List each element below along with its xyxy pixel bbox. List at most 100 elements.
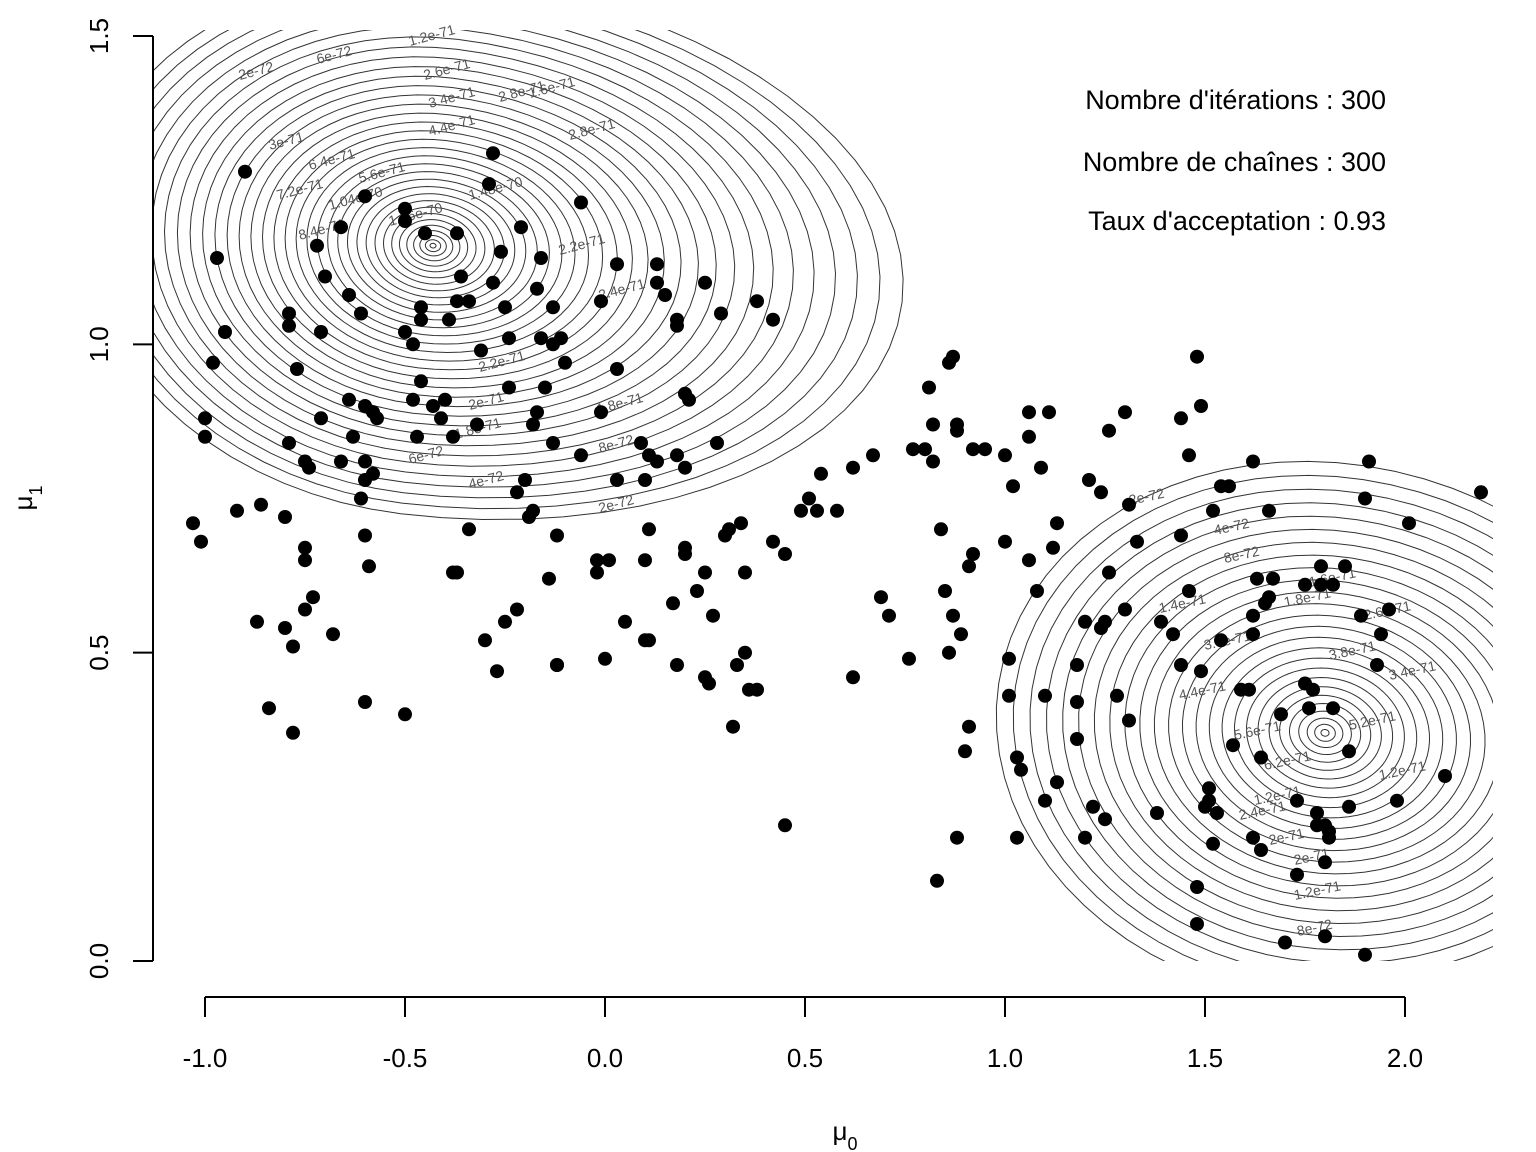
data-point [1374,627,1388,642]
contour-ring-upper [316,155,563,337]
data-point [550,528,564,543]
data-point [926,417,940,432]
data-point [1094,485,1108,500]
data-point [602,553,616,568]
contour-ring-upper [273,121,618,371]
data-point [454,269,468,284]
x-axis-title: μ0 [833,1116,858,1152]
data-point [298,602,312,617]
contour-ring-lower [1062,515,1493,951]
data-point [406,392,420,407]
data-point [450,226,464,241]
data-point [238,164,252,179]
data-point [358,528,372,543]
contour-label: 5.6e-71 [1232,717,1282,743]
data-point [958,744,972,759]
data-point [1206,836,1220,851]
contour-ring-lower [1257,676,1394,789]
data-point [282,306,296,321]
data-point [882,608,896,623]
data-point [302,460,316,475]
y-tick-label: 0.0 [84,943,114,979]
data-point [354,306,368,321]
data-point [218,325,232,339]
contour-ring-lower [1139,579,1493,887]
x-axis: -1.0 -0.5 0.0 0.5 1.0 1.5 2.0 [183,996,1423,1073]
data-point [1086,799,1100,814]
data-point [946,349,960,364]
data-point [370,411,384,426]
data-point [1266,571,1280,586]
contour-ring-upper [153,30,815,478]
data-point [534,331,548,346]
data-point [502,380,516,395]
contour-ring-lower [1109,554,1493,912]
contour-ring-lower [1221,647,1431,819]
data-point [1002,688,1016,703]
contour-label: 8e-72 [597,431,636,456]
data-point [874,590,888,605]
data-point [1098,614,1112,629]
contour-label: 6.2e-71 [1262,747,1312,773]
data-point [670,312,684,327]
data-point [610,473,624,487]
contour-label: 6e-72 [315,42,354,67]
x-tick-label: -0.5 [383,1043,428,1073]
data-point [1030,584,1044,598]
data-point [438,392,452,407]
data-point [1046,540,1060,555]
data-point [1254,843,1268,857]
annotation-chains: Nombre de chaînes : 300 [1083,147,1386,177]
data-point [434,411,448,426]
data-point [1262,590,1276,605]
data-point [1082,473,1096,487]
data-point [710,436,724,450]
data-point [734,516,748,531]
data-point [962,719,976,734]
data-point [1174,528,1188,543]
data-point [642,522,656,537]
data-point [950,423,964,438]
data-point [406,337,420,352]
data-point [254,497,268,512]
contour-ring-upper [202,66,717,427]
data-point [1122,713,1136,728]
data-point [262,701,276,716]
data-point [1154,614,1168,629]
data-point [598,651,612,666]
data-point [1102,423,1116,438]
contour-label: 1.48e-70 [467,173,525,203]
contour-label: 2.8e-71 [497,77,547,105]
data-point [1002,651,1016,666]
data-point [530,405,544,420]
data-point [502,331,516,346]
data-point [510,602,524,617]
contour-ring-upper [261,112,633,380]
contour-label: 2.6e-71 [422,55,472,83]
data-point [650,257,664,272]
data-point [670,658,684,672]
contour-label: 1.4e-71 [1157,590,1207,616]
data-point [634,436,648,450]
data-point [590,553,604,568]
data-point [1278,935,1292,950]
contour-ring-upper [189,56,736,437]
data-point [210,251,224,265]
data-point [918,442,932,457]
data-point [802,491,816,506]
data-point [938,584,952,598]
contour-ring-upper [306,147,576,345]
data-point [1070,732,1084,746]
contour-ring-upper [153,30,794,467]
contour-ring-lower [1314,723,1336,742]
data-point [1190,349,1204,364]
contour-label: 2e-71 [467,388,506,413]
annotation-acceptance: Taux d'acceptation : 0.93 [1088,206,1386,236]
data-point [1362,454,1376,469]
data-point [1342,799,1356,814]
data-point [534,251,548,265]
data-point [766,312,780,327]
data-point [682,392,696,407]
contour-ring-lower [1298,710,1352,755]
data-point [946,608,960,623]
